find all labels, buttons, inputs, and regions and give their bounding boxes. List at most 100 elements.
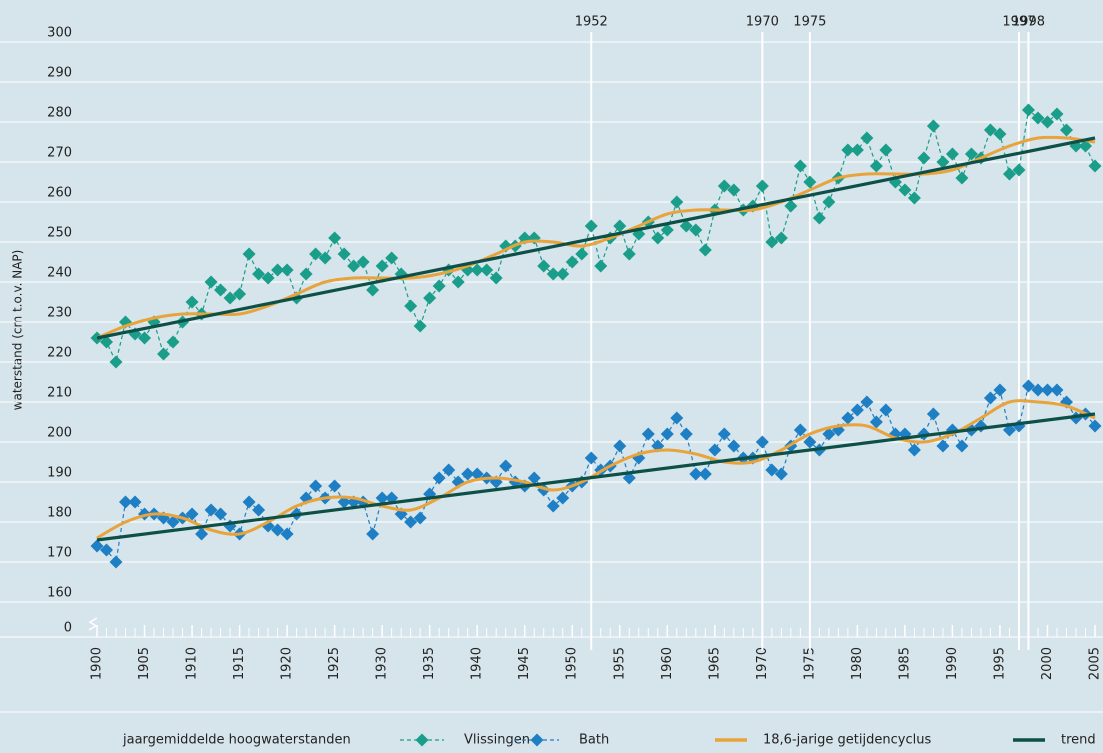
marker (280, 527, 294, 541)
marker (670, 411, 684, 425)
marker (1031, 111, 1045, 125)
marker (100, 543, 114, 557)
marker (470, 467, 484, 481)
y-tick-label: 290 (47, 66, 72, 81)
marker (1021, 103, 1035, 117)
y-tick-label: 200 (47, 426, 72, 441)
x-tick-label: 1935 (422, 647, 437, 680)
cycle-line (96, 399, 1096, 540)
marker (556, 267, 570, 281)
marker (119, 495, 133, 509)
marker (765, 463, 779, 477)
marker (983, 391, 997, 405)
marker (423, 291, 437, 305)
y-axis-label: waterstand (cm t.o.v. NAP) (11, 250, 25, 411)
marker (841, 411, 855, 425)
x-tick-label: 1915 (232, 647, 247, 680)
marker (812, 211, 826, 225)
marker (1012, 163, 1026, 177)
marker (356, 255, 370, 269)
marker (594, 259, 608, 273)
y-tick-label: 160 (47, 586, 72, 601)
marker (917, 151, 931, 165)
series-line (96, 108, 1096, 364)
marker (537, 259, 551, 273)
marker (546, 499, 560, 513)
legend-marker (530, 733, 544, 747)
marker (223, 291, 237, 305)
marker (318, 251, 332, 265)
marker (660, 427, 674, 441)
marker (404, 299, 418, 313)
marker (850, 403, 864, 417)
marker (375, 491, 389, 505)
marker (698, 243, 712, 257)
marker (451, 275, 465, 289)
y-tick-label: 210 (47, 386, 72, 401)
marker (1059, 123, 1073, 137)
marker (214, 283, 228, 297)
x-tick-label: 1960 (660, 647, 675, 680)
marker (337, 247, 351, 261)
marker (1050, 107, 1064, 121)
marker (157, 347, 171, 361)
marker (879, 143, 893, 157)
marker (575, 247, 589, 261)
year-marker-label: 1997 (1002, 15, 1035, 30)
y-tick-label: 300 (47, 26, 72, 41)
trend-line (96, 136, 1096, 340)
marker (195, 527, 209, 541)
marker (869, 159, 883, 173)
marker (309, 479, 323, 493)
marker (328, 231, 342, 245)
marker (109, 555, 123, 569)
marker (328, 479, 342, 493)
y-tick-label: 180 (47, 506, 72, 521)
marker (803, 175, 817, 189)
marker (727, 439, 741, 453)
y-tick-label: 260 (47, 186, 72, 201)
legend-title: jaargemiddelde hoogwaterstanden (122, 733, 351, 748)
x-tick-label: 2000 (1040, 647, 1055, 680)
marker (252, 267, 266, 281)
marker (271, 523, 285, 537)
year-marker-label: 1998 (1012, 15, 1045, 30)
marker (955, 171, 969, 185)
marker (499, 459, 513, 473)
marker (926, 407, 940, 421)
marker (613, 219, 627, 233)
marker (185, 295, 199, 309)
marker (584, 219, 598, 233)
marker (803, 435, 817, 449)
marker (432, 279, 446, 293)
marker (166, 335, 180, 349)
marker (898, 183, 912, 197)
marker (546, 267, 560, 281)
marker (470, 263, 484, 277)
marker (204, 503, 218, 517)
year-marker-label: 1952 (575, 15, 608, 30)
marker (347, 259, 361, 273)
marker (936, 439, 950, 453)
marker (584, 451, 598, 465)
x-tick-label: 1970 (755, 647, 770, 680)
marker (822, 195, 836, 209)
marker (413, 319, 427, 333)
x-tick-label: 1995 (992, 647, 1007, 680)
x-tick-label: 1920 (280, 647, 295, 680)
marker (850, 143, 864, 157)
marker (964, 147, 978, 161)
marker (138, 331, 152, 345)
year-marker-label: 1975 (793, 15, 826, 30)
marker (233, 287, 247, 301)
y-tick-label: 280 (47, 106, 72, 121)
marker (679, 427, 693, 441)
x-tick-label: 1945 (517, 647, 532, 680)
marker (641, 427, 655, 441)
x-tick-label: 1985 (897, 647, 912, 680)
marker (708, 443, 722, 457)
marker (366, 283, 380, 297)
legend-label: Bath (579, 733, 609, 748)
marker (841, 143, 855, 157)
marker (869, 415, 883, 429)
